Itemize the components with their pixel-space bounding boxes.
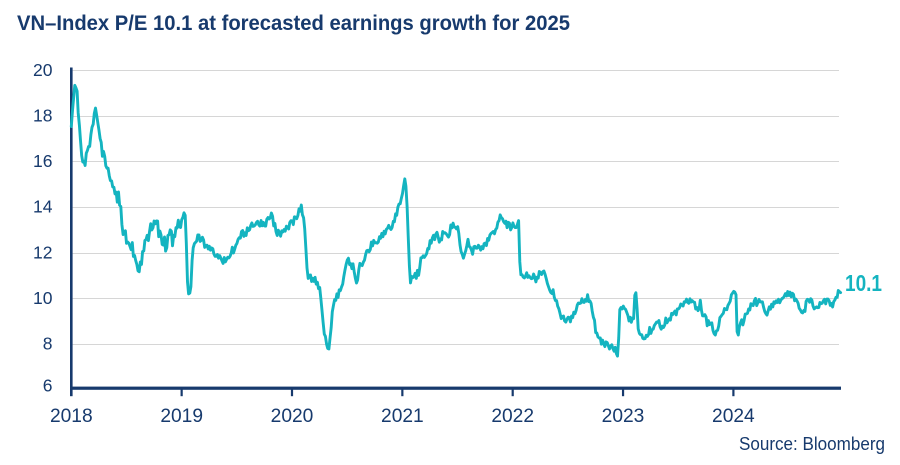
svg-text:2020: 2020 xyxy=(271,406,314,427)
svg-text:2023: 2023 xyxy=(602,406,645,427)
svg-text:10: 10 xyxy=(33,288,53,308)
svg-text:2022: 2022 xyxy=(491,406,534,427)
svg-text:2018: 2018 xyxy=(50,406,93,427)
svg-text:Source: Bloomberg: Source: Bloomberg xyxy=(739,433,885,454)
svg-text:2021: 2021 xyxy=(381,406,424,427)
svg-text:8: 8 xyxy=(43,333,53,353)
svg-text:2019: 2019 xyxy=(160,406,203,427)
svg-text:16: 16 xyxy=(33,151,52,171)
svg-text:14: 14 xyxy=(33,197,53,217)
svg-text:20: 20 xyxy=(33,60,53,80)
svg-text:10.1: 10.1 xyxy=(845,270,882,296)
svg-text:18: 18 xyxy=(33,106,52,126)
svg-text:12: 12 xyxy=(33,242,52,262)
svg-text:2024: 2024 xyxy=(712,406,755,427)
svg-text:6: 6 xyxy=(43,376,53,396)
svg-text:VN–Index P/E 10.1 at forecaste: VN–Index P/E 10.1 at forecasted earnings… xyxy=(17,11,570,35)
